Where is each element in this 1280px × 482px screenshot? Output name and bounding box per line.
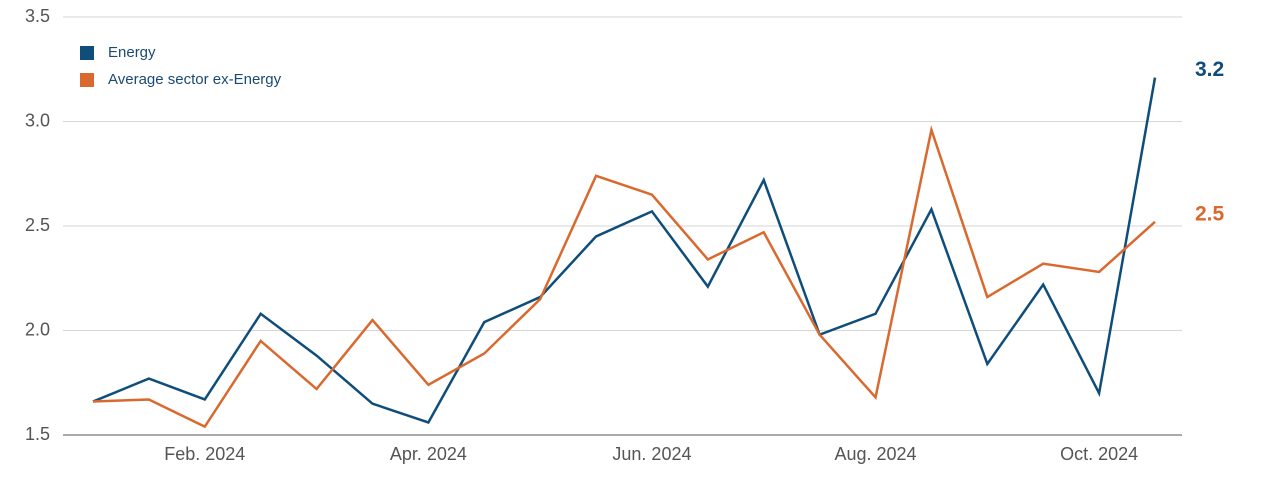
- y-tick-label: 3.5: [25, 6, 50, 26]
- x-tick-label: Aug. 2024: [834, 444, 916, 464]
- end-label: 2.5: [1195, 202, 1225, 225]
- legend-label: Energy: [108, 44, 156, 61]
- legend-swatch: [80, 46, 94, 60]
- y-tick-label: 2.0: [25, 319, 50, 339]
- y-tick-label: 1.5: [25, 424, 50, 444]
- end-label: 3.2: [1195, 58, 1224, 81]
- y-tick-label: 3.0: [25, 110, 50, 130]
- legend-swatch: [80, 73, 94, 87]
- x-tick-label: Feb. 2024: [164, 444, 245, 464]
- line-series: [92, 77, 1157, 424]
- x-tick-label: Apr. 2024: [390, 444, 467, 464]
- y-tick-label: 2.5: [25, 215, 50, 235]
- line-series: [92, 125, 1156, 429]
- x-tick-label: Jun. 2024: [612, 444, 691, 464]
- x-tick-label: Oct. 2024: [1060, 444, 1138, 464]
- legend-label: Average sector ex-Energy: [108, 71, 282, 88]
